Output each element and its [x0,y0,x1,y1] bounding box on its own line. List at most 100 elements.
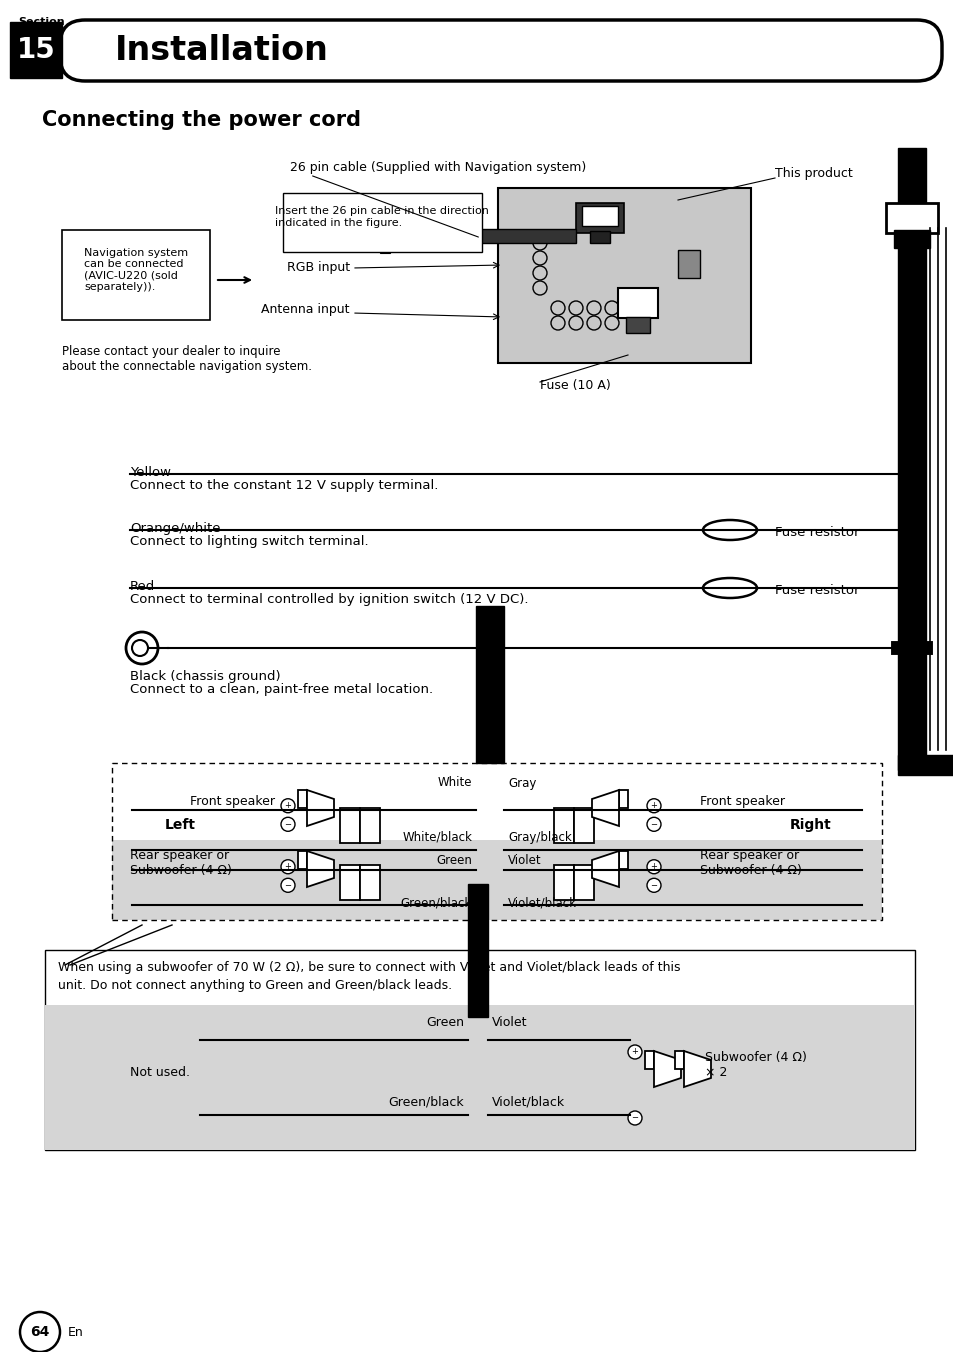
Text: Fuse (10 A): Fuse (10 A) [539,379,610,392]
Text: Please contact your dealer to inquire
about the connectable navigation system.: Please contact your dealer to inquire ab… [62,345,312,373]
Polygon shape [592,850,618,887]
Bar [297,790,307,808]
Circle shape [646,818,660,831]
Circle shape [586,316,600,330]
Text: Connect to a clean, paint-free metal location.: Connect to a clean, paint-free metal loc… [130,683,433,696]
Bar [554,808,574,844]
Text: +: + [650,863,657,871]
Text: Connect to lighting switch terminal.: Connect to lighting switch terminal. [130,535,368,548]
Circle shape [281,818,294,831]
Circle shape [551,316,564,330]
Text: Connect to the constant 12 V supply terminal.: Connect to the constant 12 V supply term… [130,479,438,492]
Bar [897,147,925,771]
Bar [391,228,576,243]
Circle shape [604,316,618,330]
Text: 26 pin cable (Supplied with Navigation system): 26 pin cable (Supplied with Navigation s… [290,161,586,174]
Text: 64: 64 [30,1325,50,1338]
Text: Violet/black: Violet/black [492,1095,564,1109]
Bar [576,203,623,233]
Bar [359,865,379,900]
Bar [10,22,62,78]
Polygon shape [654,1051,680,1087]
Text: Orange/white: Orange/white [130,522,220,535]
Bar [581,206,618,226]
Text: Green: Green [436,854,472,868]
Text: −: − [650,880,657,890]
Text: En: En [68,1325,84,1338]
Bar [618,288,658,318]
Text: White/black: White/black [402,830,472,844]
Bar [574,865,594,900]
Bar [644,1051,654,1069]
Bar [625,316,649,333]
Bar [297,850,307,869]
Bar [618,790,627,808]
Bar [574,808,594,844]
Text: Green: Green [426,1017,463,1029]
Circle shape [533,266,546,280]
Bar [589,231,609,243]
Bar [45,1005,914,1151]
Circle shape [551,301,564,315]
Text: Antenna input: Antenna input [261,303,350,316]
Text: When using a subwoofer of 70 W (2 Ω), be sure to connect with Violet and Violet/: When using a subwoofer of 70 W (2 Ω), be… [58,961,679,975]
Circle shape [568,301,582,315]
Circle shape [627,1045,641,1059]
Text: Section: Section [18,18,65,27]
Text: Fuse resistor: Fuse resistor [774,584,859,596]
Text: Not used.: Not used. [130,1067,190,1079]
FancyBboxPatch shape [60,20,941,81]
Text: unit. Do not connect anything to Green and Green/black leads.: unit. Do not connect anything to Green a… [58,979,452,991]
Text: −: − [284,819,292,829]
Bar [678,250,700,279]
Circle shape [126,631,158,664]
Text: Right: Right [789,818,831,831]
Text: Violet: Violet [492,1017,527,1029]
Text: Black (chassis ground): Black (chassis ground) [130,671,280,683]
Circle shape [646,799,660,813]
Text: 15: 15 [16,37,55,64]
Text: Rear speaker or
Subwoofer (4 Ω): Rear speaker or Subwoofer (4 Ω) [130,849,232,877]
Text: Navigation system
can be connected
(AVIC-U220 (sold
separately)).: Navigation system can be connected (AVIC… [84,247,188,292]
Circle shape [646,860,660,873]
Text: Gray: Gray [507,776,536,790]
Bar [893,230,929,247]
Text: Insert the 26 pin cable in the direction
indicated in the figure.: Insert the 26 pin cable in the direction… [274,207,489,227]
Text: −: − [650,819,657,829]
Bar [45,950,914,1151]
Circle shape [533,251,546,265]
Circle shape [604,301,618,315]
Polygon shape [683,1051,710,1087]
Bar [62,230,210,320]
Polygon shape [307,850,334,887]
Bar [897,754,952,775]
Text: Yellow: Yellow [130,466,171,479]
Text: Front speaker: Front speaker [190,795,274,808]
Text: Left: Left [165,818,195,831]
Circle shape [533,281,546,295]
Polygon shape [592,790,618,826]
Bar [675,1051,683,1069]
Circle shape [281,860,294,873]
Bar [497,188,750,362]
Text: Violet/black: Violet/black [507,896,577,910]
Ellipse shape [702,521,757,539]
Bar [339,865,359,900]
Text: RGB input: RGB input [287,261,350,274]
Polygon shape [307,790,334,826]
Text: White: White [437,776,472,790]
Bar [554,865,574,900]
Bar [468,884,488,1017]
Text: Connecting the power cord: Connecting the power cord [42,110,360,130]
Text: +: + [284,863,291,871]
Text: Front speaker: Front speaker [700,795,784,808]
Circle shape [646,879,660,892]
Text: +: + [631,1048,638,1056]
Bar [618,850,627,869]
Bar [476,606,503,763]
Text: Connect to terminal controlled by ignition switch (12 V DC).: Connect to terminal controlled by igniti… [130,594,528,606]
Circle shape [568,316,582,330]
Text: +: + [650,802,657,810]
Circle shape [281,799,294,813]
Text: Gray/black: Gray/black [507,830,571,844]
